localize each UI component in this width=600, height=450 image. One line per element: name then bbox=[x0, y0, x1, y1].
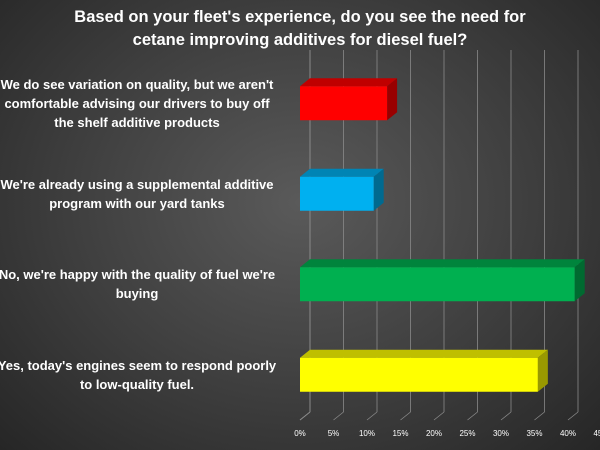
x-tick-label: 15% bbox=[392, 429, 408, 438]
gridline-floor bbox=[400, 411, 411, 421]
x-tick-label: 45% bbox=[593, 429, 600, 438]
category-label: No, we're happy with the quality of fuel… bbox=[0, 267, 276, 302]
bar bbox=[300, 267, 575, 302]
gridline-floor bbox=[467, 411, 478, 421]
gridline-floor bbox=[433, 411, 445, 421]
gridline-floor bbox=[500, 411, 512, 421]
bar-side-face bbox=[373, 168, 384, 211]
gridline-floor bbox=[366, 411, 378, 421]
bar-top-face bbox=[300, 349, 548, 358]
category-label: We do see variation on quality, but we a… bbox=[0, 76, 274, 130]
bar-side-face bbox=[537, 349, 548, 392]
gridline-floor bbox=[534, 411, 545, 421]
x-tick-label: 25% bbox=[459, 429, 475, 438]
gridline-floor bbox=[299, 411, 311, 421]
bar-side-face bbox=[574, 259, 585, 302]
category-label: Yes, today's engines seem to respond poo… bbox=[0, 357, 277, 392]
x-tick-label: 10% bbox=[359, 429, 375, 438]
bar bbox=[300, 357, 538, 392]
bar-top-face bbox=[300, 78, 398, 87]
bar-top-face bbox=[300, 259, 585, 268]
x-tick-label: 35% bbox=[526, 429, 542, 438]
bar bbox=[300, 176, 374, 211]
bar-side-face bbox=[387, 78, 398, 121]
x-tick-label: 5% bbox=[328, 429, 340, 438]
x-tick-label: 40% bbox=[560, 429, 576, 438]
category-label: We're already using a supplemental addit… bbox=[0, 176, 274, 211]
x-tick-label: 0% bbox=[294, 429, 306, 438]
bar-top-face bbox=[300, 168, 384, 177]
chart-title: Based on your fleet's experience, do you… bbox=[74, 8, 526, 49]
x-tick-label: 20% bbox=[426, 429, 442, 438]
gridline-floor bbox=[333, 411, 344, 421]
x-tick-label: 30% bbox=[493, 429, 509, 438]
bar bbox=[300, 86, 388, 121]
gridline-floor bbox=[567, 411, 579, 421]
